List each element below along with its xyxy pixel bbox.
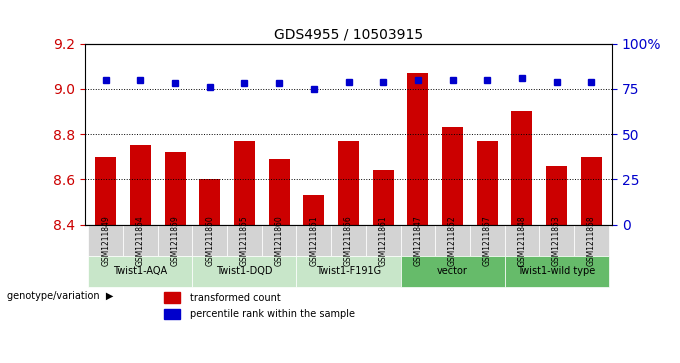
FancyBboxPatch shape xyxy=(505,225,539,256)
Bar xyxy=(407,73,428,363)
FancyBboxPatch shape xyxy=(88,256,192,287)
Bar xyxy=(164,292,180,303)
FancyBboxPatch shape xyxy=(227,225,262,256)
Text: vector: vector xyxy=(437,266,468,276)
Text: GSM1211858: GSM1211858 xyxy=(587,215,596,266)
Bar xyxy=(95,157,116,363)
Text: GSM1211859: GSM1211859 xyxy=(171,215,180,266)
FancyBboxPatch shape xyxy=(192,225,227,256)
Text: GSM1211857: GSM1211857 xyxy=(483,215,492,266)
Bar xyxy=(164,309,180,319)
Bar xyxy=(130,146,151,363)
Text: GSM1211856: GSM1211856 xyxy=(344,215,353,266)
FancyBboxPatch shape xyxy=(401,256,505,287)
Text: GSM1211855: GSM1211855 xyxy=(240,215,249,266)
Text: GSM1211847: GSM1211847 xyxy=(413,215,422,266)
FancyBboxPatch shape xyxy=(158,225,192,256)
Bar xyxy=(269,159,290,363)
Bar xyxy=(511,111,532,363)
Text: GSM1211861: GSM1211861 xyxy=(379,215,388,266)
Bar xyxy=(303,195,324,363)
Bar xyxy=(165,152,186,363)
Text: GSM1211853: GSM1211853 xyxy=(552,215,561,266)
Title: GDS4955 / 10503915: GDS4955 / 10503915 xyxy=(274,27,423,41)
Text: GSM1211848: GSM1211848 xyxy=(517,215,526,266)
Text: GSM1211850: GSM1211850 xyxy=(205,215,214,266)
FancyBboxPatch shape xyxy=(262,225,296,256)
FancyBboxPatch shape xyxy=(192,256,296,287)
Text: Twist1-AQA: Twist1-AQA xyxy=(114,266,167,276)
FancyBboxPatch shape xyxy=(296,225,331,256)
Bar xyxy=(338,141,359,363)
Text: Twist1-DQD: Twist1-DQD xyxy=(216,266,273,276)
Text: percentile rank within the sample: percentile rank within the sample xyxy=(190,309,356,319)
FancyBboxPatch shape xyxy=(366,225,401,256)
FancyBboxPatch shape xyxy=(331,225,366,256)
Text: Twist1-wild type: Twist1-wild type xyxy=(517,266,596,276)
FancyBboxPatch shape xyxy=(88,225,123,256)
Bar xyxy=(442,127,463,363)
FancyBboxPatch shape xyxy=(470,225,505,256)
Text: GSM1211854: GSM1211854 xyxy=(136,215,145,266)
FancyBboxPatch shape xyxy=(574,225,609,256)
Bar xyxy=(199,179,220,363)
Text: GSM1211851: GSM1211851 xyxy=(309,215,318,266)
Text: transformed count: transformed count xyxy=(190,293,281,303)
FancyBboxPatch shape xyxy=(435,225,470,256)
Text: genotype/variation  ▶: genotype/variation ▶ xyxy=(7,291,113,301)
FancyBboxPatch shape xyxy=(123,225,158,256)
Text: GSM1211849: GSM1211849 xyxy=(101,215,110,266)
Text: GSM1211860: GSM1211860 xyxy=(275,215,284,266)
Bar xyxy=(581,157,602,363)
FancyBboxPatch shape xyxy=(401,225,435,256)
Bar xyxy=(477,141,498,363)
Bar xyxy=(546,166,567,363)
FancyBboxPatch shape xyxy=(505,256,609,287)
Bar xyxy=(373,170,394,363)
Text: GSM1211852: GSM1211852 xyxy=(448,215,457,266)
FancyBboxPatch shape xyxy=(539,225,574,256)
FancyBboxPatch shape xyxy=(296,256,401,287)
Bar xyxy=(234,141,255,363)
Text: Twist1-F191G: Twist1-F191G xyxy=(316,266,381,276)
